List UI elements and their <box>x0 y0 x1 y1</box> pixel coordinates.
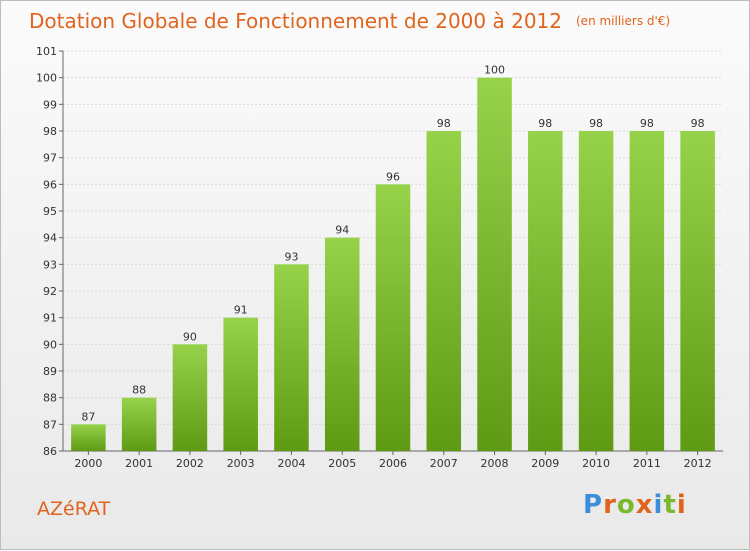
logo-letter: i <box>676 490 687 520</box>
y-tick-label: 99 <box>43 98 57 111</box>
x-tick-label: 2012 <box>684 457 712 470</box>
logo-letter: P <box>583 490 604 520</box>
y-tick-label: 86 <box>43 445 57 458</box>
bar-value-label: 90 <box>183 330 197 343</box>
y-tick-label: 98 <box>43 125 57 138</box>
bar <box>680 131 715 451</box>
bar-value-label: 98 <box>640 117 654 130</box>
bar <box>223 317 258 451</box>
location-name: AZéRAT <box>37 498 111 520</box>
x-tick-label: 2002 <box>176 457 204 470</box>
bar-value-label: 93 <box>284 250 298 263</box>
bar-value-label: 88 <box>132 384 146 397</box>
y-tick-label: 88 <box>43 392 57 405</box>
y-tick-label: 89 <box>43 365 57 378</box>
y-tick-label: 95 <box>43 205 57 218</box>
bar-value-label: 98 <box>437 117 451 130</box>
bar <box>477 77 512 452</box>
bar <box>121 397 157 451</box>
y-tick-label: 93 <box>43 258 57 271</box>
bar <box>375 184 411 452</box>
x-tick-label: 2007 <box>430 457 458 470</box>
y-tick-label: 94 <box>43 232 57 245</box>
y-tick-label: 92 <box>43 285 57 298</box>
bar-value-label: 98 <box>538 117 552 130</box>
x-tick-label: 2010 <box>582 457 610 470</box>
bar-value-label: 98 <box>691 117 705 130</box>
chart-subtitle: (en milliers d'€) <box>576 14 671 28</box>
x-tick-label: 2009 <box>531 457 559 470</box>
x-tick-label: 2001 <box>125 457 153 470</box>
y-tick-label: 90 <box>43 338 57 351</box>
bar <box>629 131 665 451</box>
bar <box>71 424 106 451</box>
bar <box>426 131 462 451</box>
x-tick-label: 2000 <box>74 457 102 470</box>
bar-value-label: 100 <box>484 64 505 77</box>
bar <box>172 344 208 451</box>
logo-letter: o <box>616 490 636 520</box>
logo-letter: r <box>603 490 617 520</box>
y-tick-label: 100 <box>36 72 57 85</box>
chart-title-text: Dotation Globale de Fonctionnement de 20… <box>29 9 562 33</box>
y-tick-label: 96 <box>43 178 57 191</box>
x-tick-label: 2008 <box>481 457 509 470</box>
bar-value-label: 91 <box>234 304 248 317</box>
bars <box>71 77 715 452</box>
bar-value-label: 87 <box>81 410 95 423</box>
bar-value-label: 94 <box>335 224 349 237</box>
logo-letter: t <box>663 490 677 520</box>
logo-letter: i <box>653 490 664 520</box>
x-tick-label: 2011 <box>633 457 661 470</box>
bar-value-label: 98 <box>589 117 603 130</box>
x-tick-label: 2005 <box>328 457 356 470</box>
labels: 86 87 88 89 90 91 92 93 94 95 96 97 98 99 100 101 87 2000… <box>36 45 712 470</box>
bar <box>274 264 309 451</box>
bar <box>324 237 360 451</box>
y-tick-label: 91 <box>43 312 57 325</box>
proxiti-logo[interactable]: Proxiti <box>583 490 687 520</box>
x-tick-label: 2003 <box>227 457 255 470</box>
y-tick-label: 101 <box>36 45 57 58</box>
y-tick-label: 87 <box>43 418 57 431</box>
bar <box>578 131 614 451</box>
y-tick-label: 97 <box>43 152 57 165</box>
bar-value-label: 96 <box>386 170 400 183</box>
x-tick-label: 2004 <box>277 457 305 470</box>
chart-title: Dotation Globale de Fonctionnement de 20… <box>29 9 670 33</box>
bar <box>528 131 563 451</box>
x-tick-label: 2006 <box>379 457 407 470</box>
logo-letter: x <box>635 490 654 520</box>
